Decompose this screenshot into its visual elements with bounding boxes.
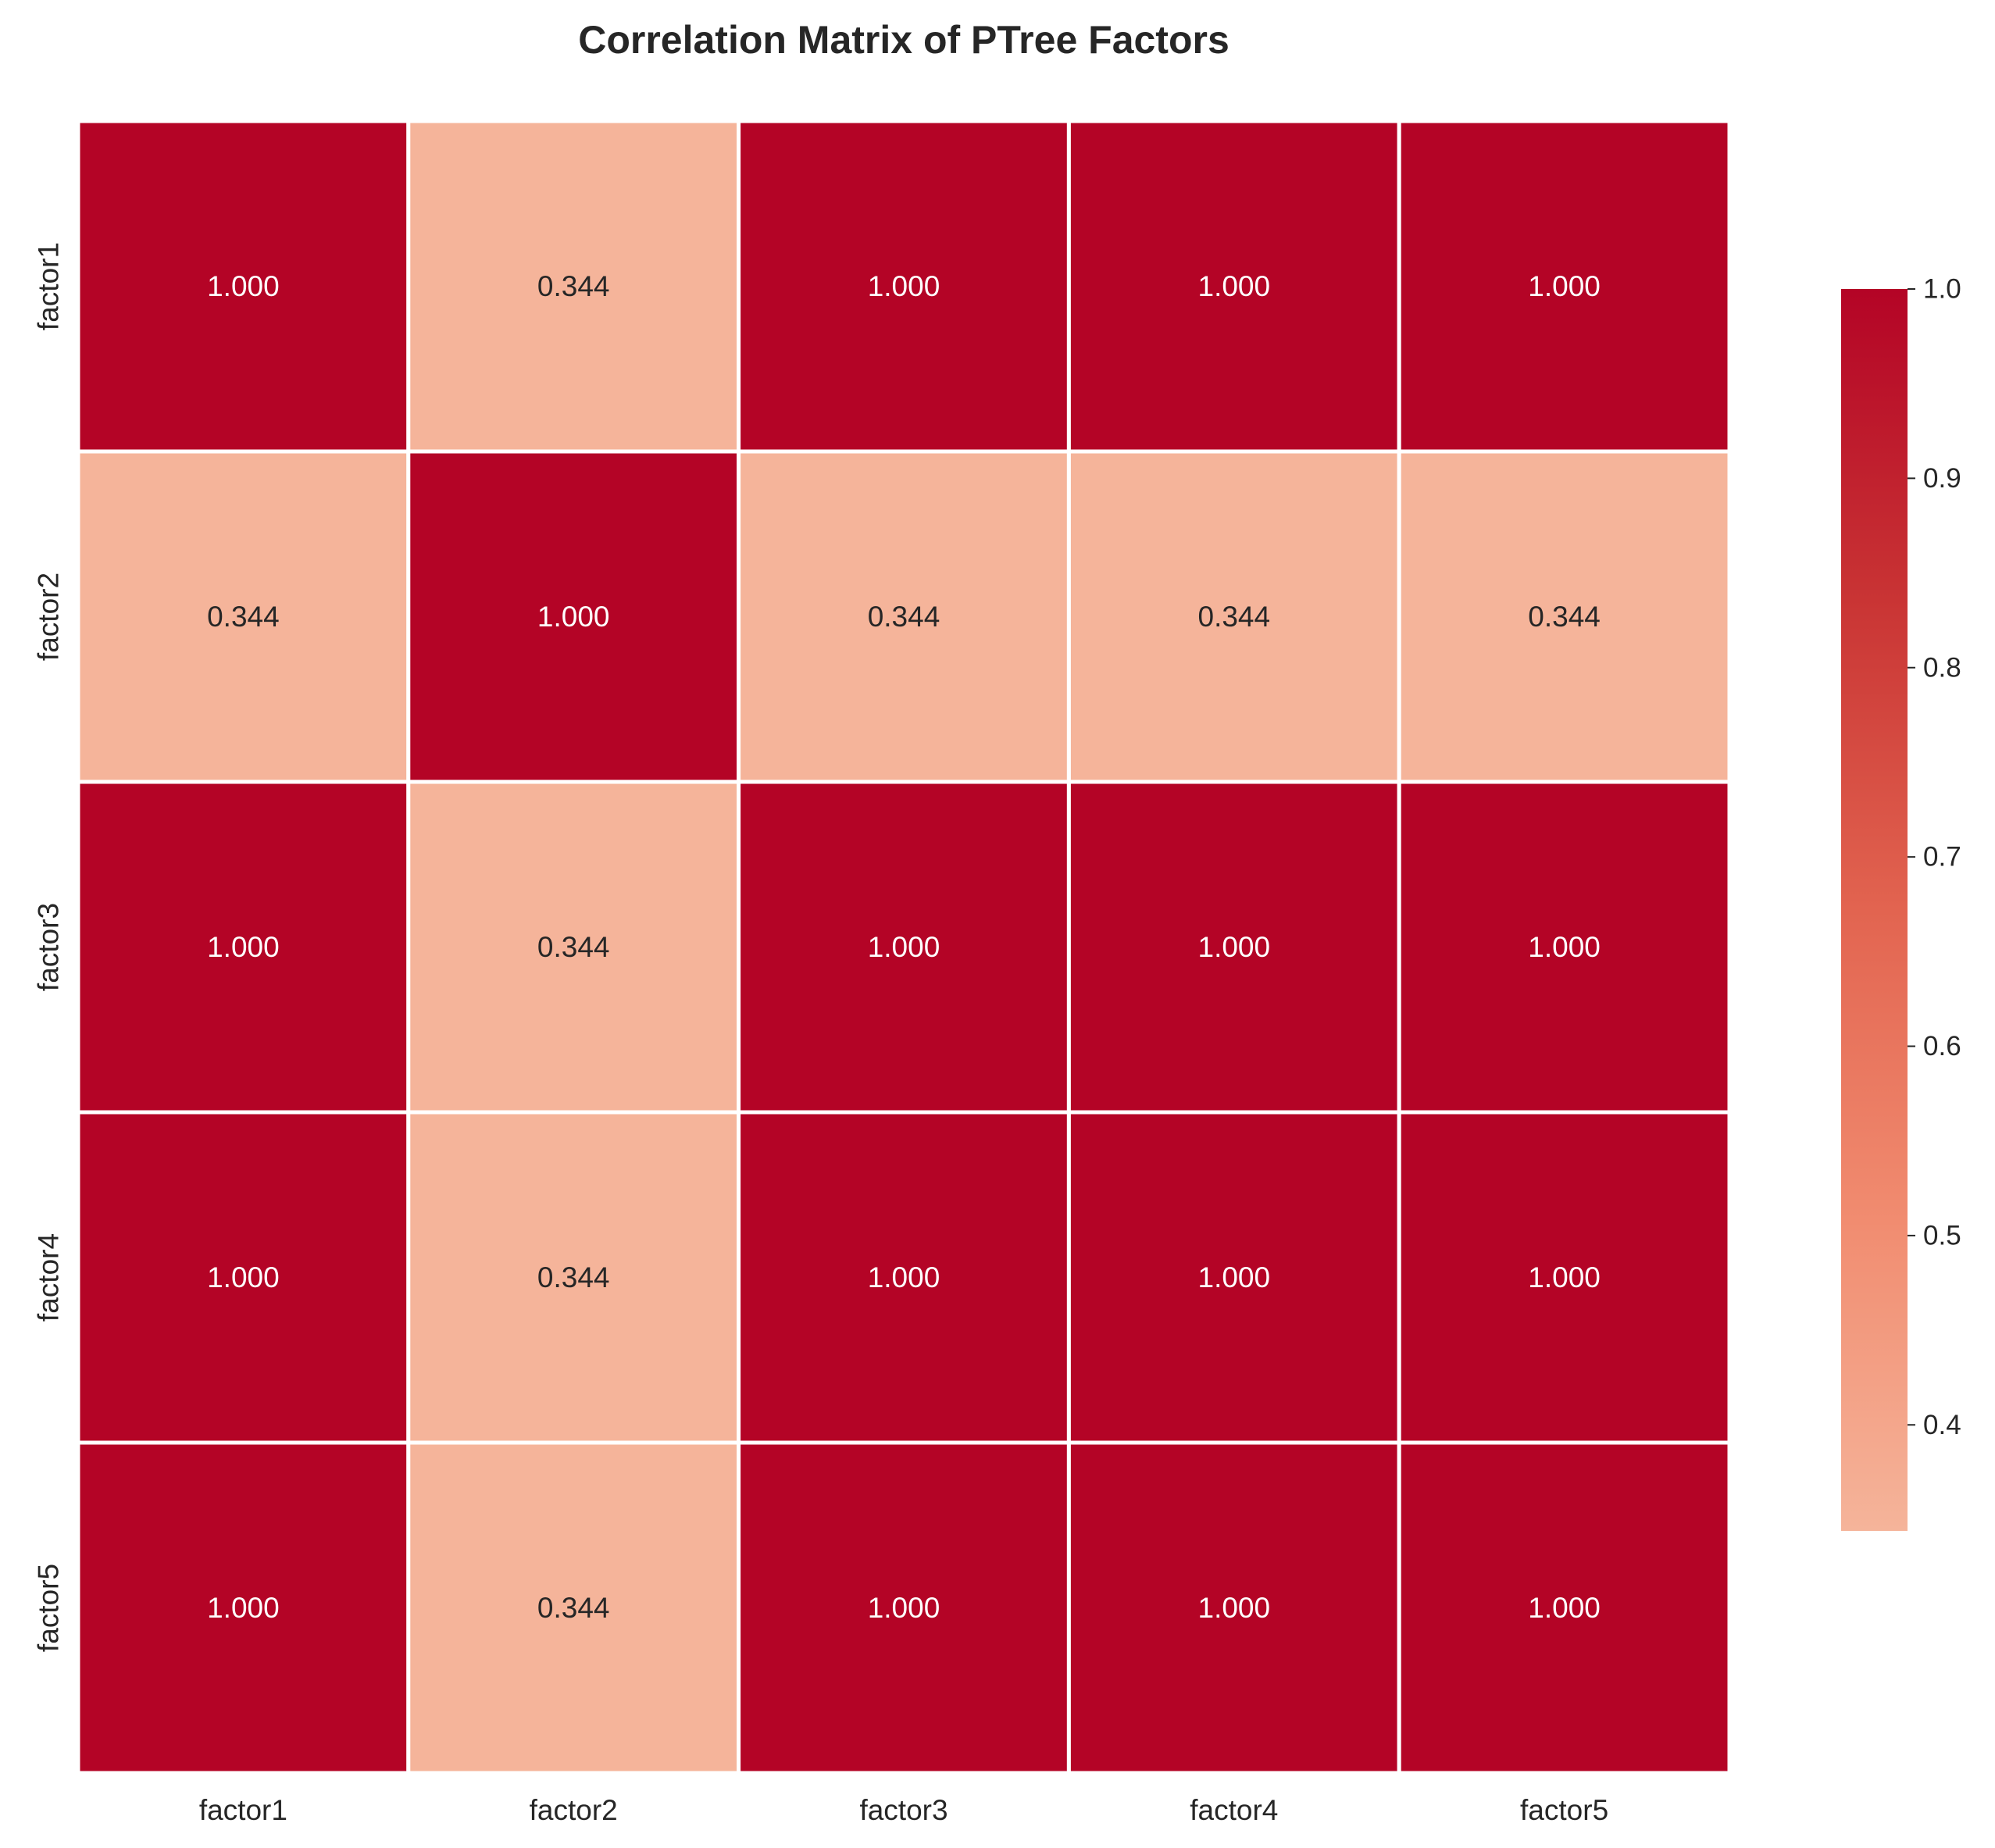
x-tick-label: factor4 xyxy=(1190,1794,1278,1826)
colorbar-tick-label: 1.0 xyxy=(1923,274,1961,305)
cell-value-label: 1.000 xyxy=(868,1592,940,1624)
heatmap-cell xyxy=(737,1440,1071,1775)
heatmap-cell xyxy=(737,780,1071,1115)
colorbar-tick-label: 0.9 xyxy=(1923,463,1961,494)
heatmap-cell xyxy=(737,1110,1071,1445)
heatmap-cell xyxy=(1397,780,1732,1115)
cell-value-label: 1.000 xyxy=(868,270,940,302)
colorbar-gradient xyxy=(1841,289,1908,1531)
heatmap-cell xyxy=(737,449,1071,784)
heatmap-cell xyxy=(1066,119,1401,454)
heatmap-cell xyxy=(1397,449,1732,784)
cell-value-label: 1.000 xyxy=(1528,931,1601,963)
cell-value-label: 1.000 xyxy=(207,931,280,963)
heatmap-cell xyxy=(76,449,411,784)
x-tick-label: factor3 xyxy=(859,1794,948,1826)
heatmap-cell xyxy=(76,1440,411,1775)
y-tick-label: factor5 xyxy=(33,1564,65,1652)
cell-value-label: 0.344 xyxy=(537,1261,610,1293)
heatmap-cell xyxy=(406,780,741,1115)
cell-value-label: 0.344 xyxy=(207,601,280,633)
heatmap-grid xyxy=(76,119,1732,1775)
cell-value-label: 1.000 xyxy=(207,1261,280,1293)
cell-value-label: 1.000 xyxy=(1528,1261,1601,1293)
y-axis-tick-labels: factor1 factor2 factor3 factor4 factor5 xyxy=(33,242,65,1652)
cell-value-label: 1.000 xyxy=(537,601,610,633)
cell-value-label: 1.000 xyxy=(1198,931,1271,963)
x-tick-label: factor2 xyxy=(530,1794,618,1826)
x-axis-tick-labels: factor1 factor2 factor3 factor4 factor5 xyxy=(199,1794,1608,1826)
cell-value-label: 1.000 xyxy=(868,931,940,963)
chart-title: Correlation Matrix of PTree Factors xyxy=(578,18,1229,62)
cell-value-label: 0.344 xyxy=(868,601,940,633)
heatmap-cell xyxy=(1397,1440,1732,1775)
cell-value-label: 0.344 xyxy=(537,270,610,302)
cell-value-label: 0.344 xyxy=(537,931,610,963)
colorbar-tick-label: 0.7 xyxy=(1923,842,1961,872)
y-tick-label: factor1 xyxy=(33,242,65,330)
y-tick-label: factor3 xyxy=(33,903,65,991)
x-tick-label: factor1 xyxy=(199,1794,287,1826)
heatmap-cell xyxy=(406,119,741,454)
colorbar-tick-label: 0.8 xyxy=(1923,652,1961,683)
cell-value-label: 0.344 xyxy=(1528,601,1601,633)
cell-value-label: 1.000 xyxy=(1198,1592,1271,1624)
cell-value-label: 1.000 xyxy=(1198,270,1271,302)
cell-value-label: 1.000 xyxy=(1528,1592,1601,1624)
cell-value-label: 1.000 xyxy=(868,1261,940,1293)
colorbar-tick-label: 0.6 xyxy=(1923,1031,1961,1061)
cell-value-label: 0.344 xyxy=(1198,601,1271,633)
colorbar-tick-label: 0.4 xyxy=(1923,1410,1961,1440)
heatmap-cell xyxy=(406,1440,741,1775)
heatmap-cell xyxy=(1066,780,1401,1115)
heatmap-cell xyxy=(1397,119,1732,454)
cell-value-label: 1.000 xyxy=(207,270,280,302)
colorbar-tick-label: 0.5 xyxy=(1923,1220,1961,1250)
y-tick-label: factor2 xyxy=(33,573,65,661)
cell-value-label: 1.000 xyxy=(207,1592,280,1624)
heatmap-cell xyxy=(76,119,411,454)
cell-value-label: 1.000 xyxy=(1198,1261,1271,1293)
cell-value-labels: 1.000 0.344 1.000 1.000 1.000 0.344 1.000 0.344… xyxy=(207,270,1601,1624)
cell-value-label: 1.000 xyxy=(1528,270,1601,302)
y-tick-label: factor4 xyxy=(33,1233,65,1322)
colorbar: 0.4 0.5 0.6 0.7 0.8 0.9 1.0 xyxy=(1841,274,1961,1531)
x-tick-label: factor5 xyxy=(1520,1794,1608,1826)
heatmap-cell xyxy=(737,119,1071,454)
heatmap-cell xyxy=(1397,1110,1732,1445)
heatmap-cell xyxy=(76,1110,411,1445)
cell-value-label: 0.344 xyxy=(537,1592,610,1624)
heatmap-cell xyxy=(1066,1110,1401,1445)
heatmap-cell xyxy=(406,1110,741,1445)
